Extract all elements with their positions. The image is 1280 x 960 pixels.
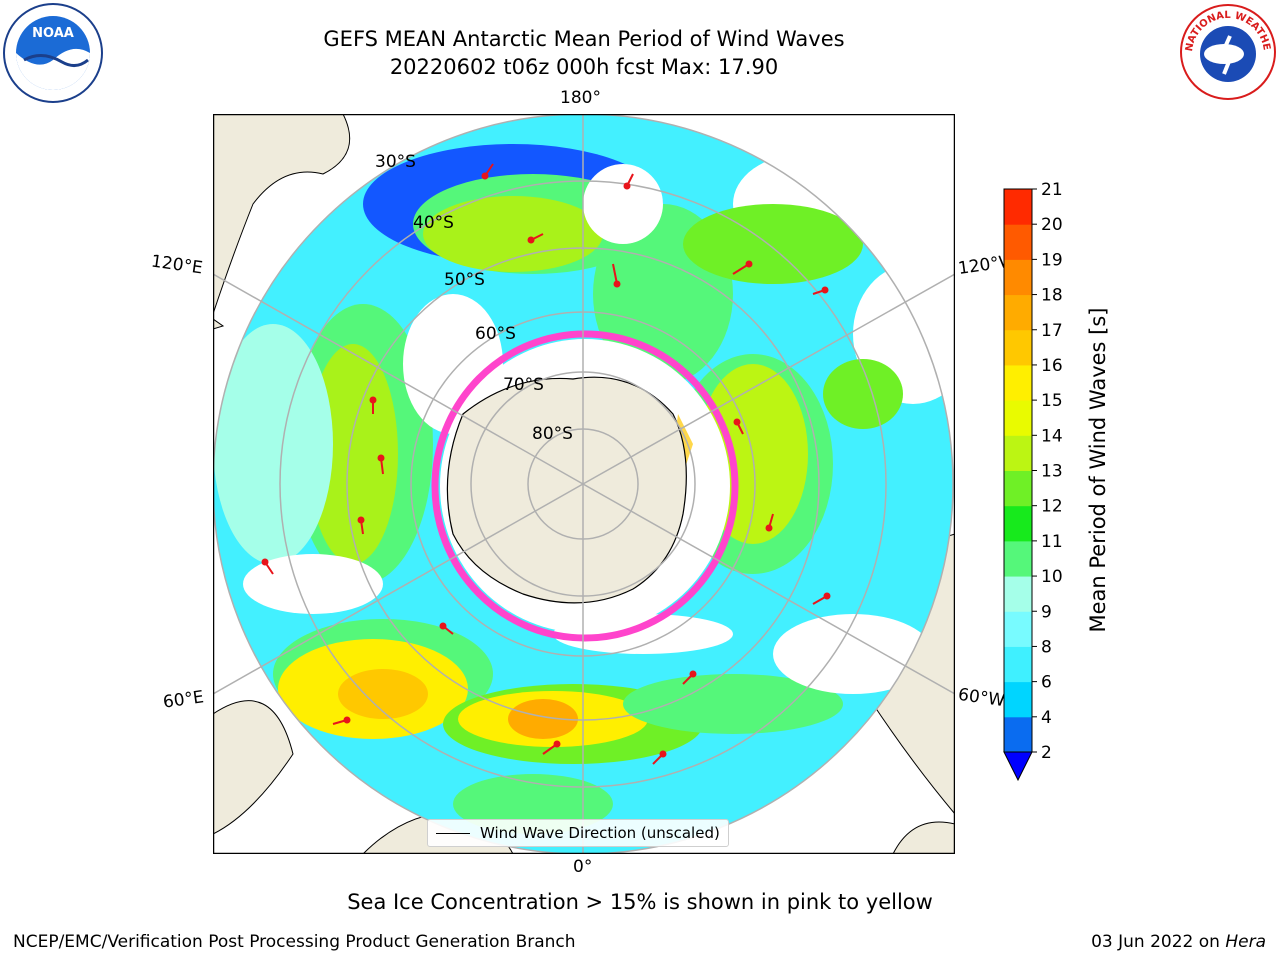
colorbar-segment — [1004, 294, 1032, 331]
figure-title: GEFS MEAN Antarctic Mean Period of Wind … — [323, 27, 845, 51]
colorbar-tick-label: 14 — [1041, 426, 1063, 446]
noaa-logo: NOAA — [3, 3, 103, 103]
colorbar-segment — [1004, 400, 1032, 436]
colorbar-tick-label: 18 — [1041, 286, 1063, 306]
colorbar-tick-label: 2 — [1041, 743, 1052, 763]
nws-logo: NATIONAL WEATHER SERVICE — [1178, 2, 1276, 100]
colorbar-tick-label: 16 — [1041, 356, 1063, 376]
colorbar-segment — [1004, 681, 1032, 718]
colorbar-segment — [1004, 646, 1032, 683]
colorbar-segment — [1004, 189, 1032, 225]
map-legend: Wind Wave Direction (unscaled) — [427, 819, 729, 847]
lon-label-0: 0° — [573, 857, 593, 877]
graticule — [213, 114, 955, 854]
colorbar-segment — [1004, 224, 1032, 260]
lat-label-60s: 60°S — [475, 324, 516, 344]
colorbar-segment — [1004, 364, 1032, 401]
colorbar-segment — [1004, 435, 1032, 471]
lat-label-50s: 50°S — [444, 270, 485, 290]
antarctica — [446, 376, 687, 604]
colorbar-label: Mean Period of Wind Waves [s] — [1086, 307, 1110, 633]
colorbar-segment — [1004, 470, 1032, 507]
footer-host: Hera — [1225, 932, 1266, 952]
lat-label-80s: 80°S — [532, 424, 573, 444]
lat-label-40s: 40°S — [413, 213, 454, 233]
colorbar-tick-label: 19 — [1041, 250, 1063, 270]
colorbar-segment — [1004, 540, 1032, 577]
colorbar-segment — [1004, 576, 1032, 612]
figure-subtitle: 20220602 t06z 000h fcst Max: 17.90 — [389, 55, 779, 79]
lon-label-60e: 60°E — [161, 687, 206, 713]
legend-label: Wind Wave Direction (unscaled) — [480, 824, 720, 842]
sea-ice-edge — [431, 330, 739, 642]
colorbar-tick-label: 15 — [1041, 391, 1063, 411]
colorbar-tick-label: 21 — [1041, 180, 1063, 200]
colorbar-segment — [1004, 329, 1032, 366]
colorbar-tick-label: 17 — [1041, 321, 1063, 341]
lat-label-30s: 30°S — [375, 152, 416, 172]
colorbar-segment — [1004, 259, 1032, 296]
footer-date-text: 03 Jun 2022 on — [1091, 932, 1226, 952]
colorbar-tick-label: 9 — [1041, 602, 1052, 622]
colorbar-tick-label: 12 — [1041, 497, 1063, 517]
colorbar-tick-label: 10 — [1041, 567, 1063, 587]
colorbar-extend-triangle — [1003, 751, 1033, 782]
colorbar-tick-label: 11 — [1041, 532, 1063, 552]
noaa-logo-text: NOAA — [32, 26, 74, 41]
sea-ice-caption: Sea Ice Concentration > 15% is shown in … — [347, 890, 933, 914]
colorbar-segment — [1004, 611, 1032, 647]
colorbar-tick-label: 20 — [1041, 215, 1063, 235]
colorbar-tick-label: 4 — [1041, 708, 1052, 728]
legend-line-swatch — [436, 832, 470, 834]
colorbar: 2 4 6 8 9 10 11 12 13 14 15 16 17 18 19 20 21 — [1003, 180, 1063, 782]
lon-label-120e: 120°E — [149, 251, 204, 279]
lon-label-180: 180° — [560, 88, 601, 108]
polar-map — [213, 114, 955, 854]
footer-date: 03 Jun 2022 on Hera — [1091, 932, 1266, 952]
colorbar-segment — [1004, 505, 1032, 542]
colorbar-tick-label: 13 — [1041, 462, 1063, 482]
colorbar-tick-label: 8 — [1041, 637, 1052, 657]
footer-branch: NCEP/EMC/Verification Post Processing Pr… — [13, 932, 576, 952]
lat-label-70s: 70°S — [503, 375, 544, 395]
colorbar-segment — [1004, 716, 1032, 753]
colorbar-tick-label: 6 — [1041, 673, 1052, 693]
wind-wave-arrows — [261, 163, 831, 765]
